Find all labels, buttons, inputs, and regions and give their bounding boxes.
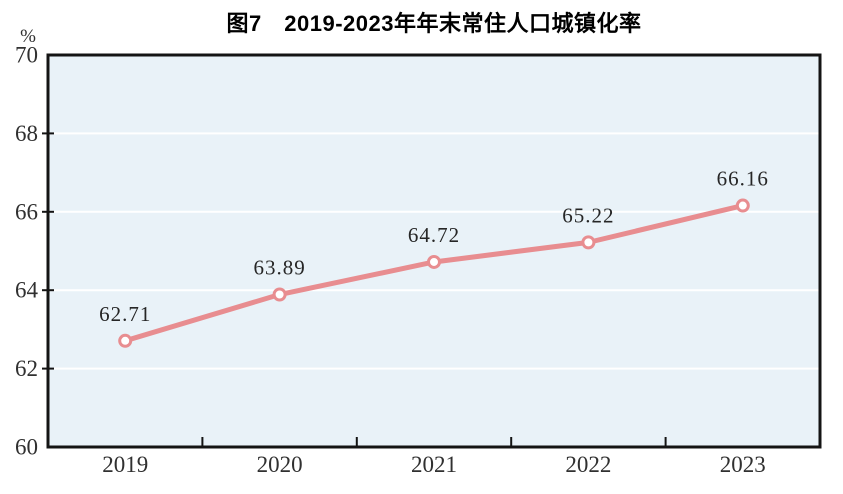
data-point-label: 62.71 — [99, 302, 151, 326]
x-tick-label: 2023 — [720, 452, 766, 477]
data-point-label: 64.72 — [408, 223, 460, 247]
y-tick-label: 60 — [15, 435, 38, 460]
plot-area — [48, 55, 820, 447]
data-point-marker — [735, 198, 750, 213]
plot-border — [46, 53, 822, 449]
data-point-marker — [427, 254, 441, 269]
data-point-marker — [581, 235, 596, 250]
y-tick-label: 64 — [15, 278, 39, 303]
y-tick-label: 68 — [15, 121, 38, 146]
y-tick-label: 66 — [15, 199, 38, 224]
y-axis-unit-label: % — [20, 26, 36, 47]
x-tick-label: 2021 — [411, 452, 457, 477]
data-point-label: 63.89 — [253, 256, 305, 280]
x-tick-label: 2020 — [257, 452, 303, 477]
data-point-marker — [272, 287, 287, 302]
data-point-label: 65.22 — [562, 203, 614, 227]
y-tick-label: 70 — [15, 43, 38, 68]
data-point-marker — [118, 333, 133, 348]
x-tick-label: 2022 — [565, 452, 611, 477]
y-tick-label: 62 — [15, 356, 38, 381]
x-tick-label: 2019 — [102, 452, 148, 477]
chart-title: 图7 2019-2023年年末常住人口城镇化率 — [226, 11, 642, 36]
data-point-label: 66.16 — [717, 167, 769, 191]
